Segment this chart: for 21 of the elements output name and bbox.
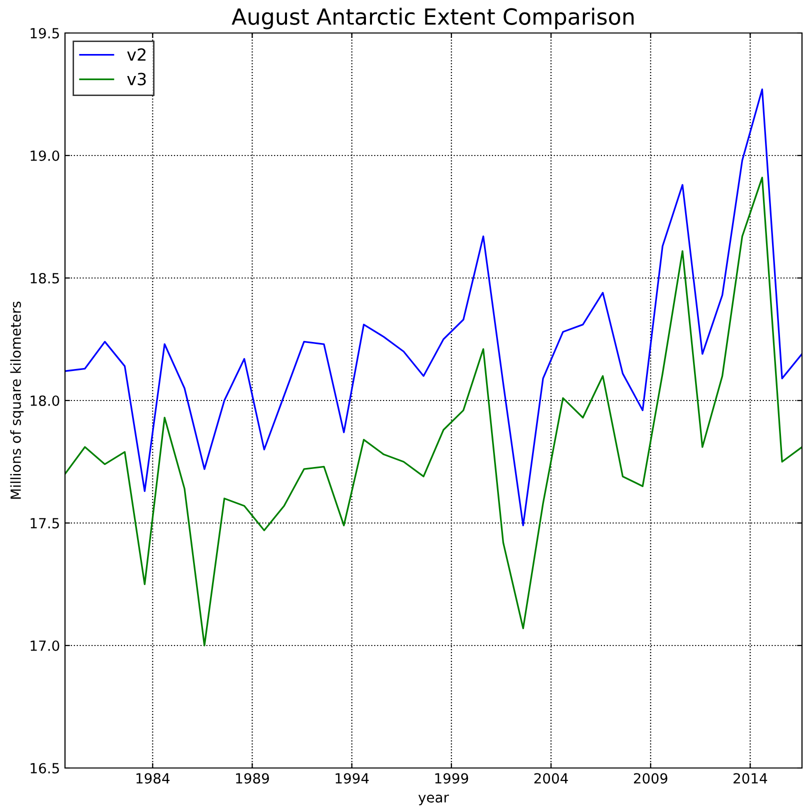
x-tick-label: 1994 [336,773,369,784]
x-axis-title: year [418,794,449,806]
y-tick-label: 18.0 [30,395,60,406]
legend-label: v3 [127,72,146,86]
x-tick-label: 1999 [435,773,468,784]
x-tick-label: 1984 [136,773,170,784]
y-tick-label: 17.5 [30,518,59,528]
x-tick-label: 2014 [734,773,768,784]
x-tick-label: 2009 [634,773,668,784]
y-tick-label: 16.5 [30,762,59,774]
chart-title: August Antarctic Extent Comparison [232,8,634,30]
legend-label: v2 [127,48,146,61]
y-tick-label: 18.5 [30,272,59,284]
y-tick-label: 17.0 [30,640,60,651]
line-series [65,176,802,646]
y-tick-label: 19.5 [30,28,59,38]
line-series [65,88,802,526]
y-tick-label: 19.0 [30,150,60,161]
x-tick-label: 1989 [236,773,269,784]
y-axis-title: Millions of square kilometers [10,302,24,499]
x-tick-label: 2004 [534,773,568,784]
